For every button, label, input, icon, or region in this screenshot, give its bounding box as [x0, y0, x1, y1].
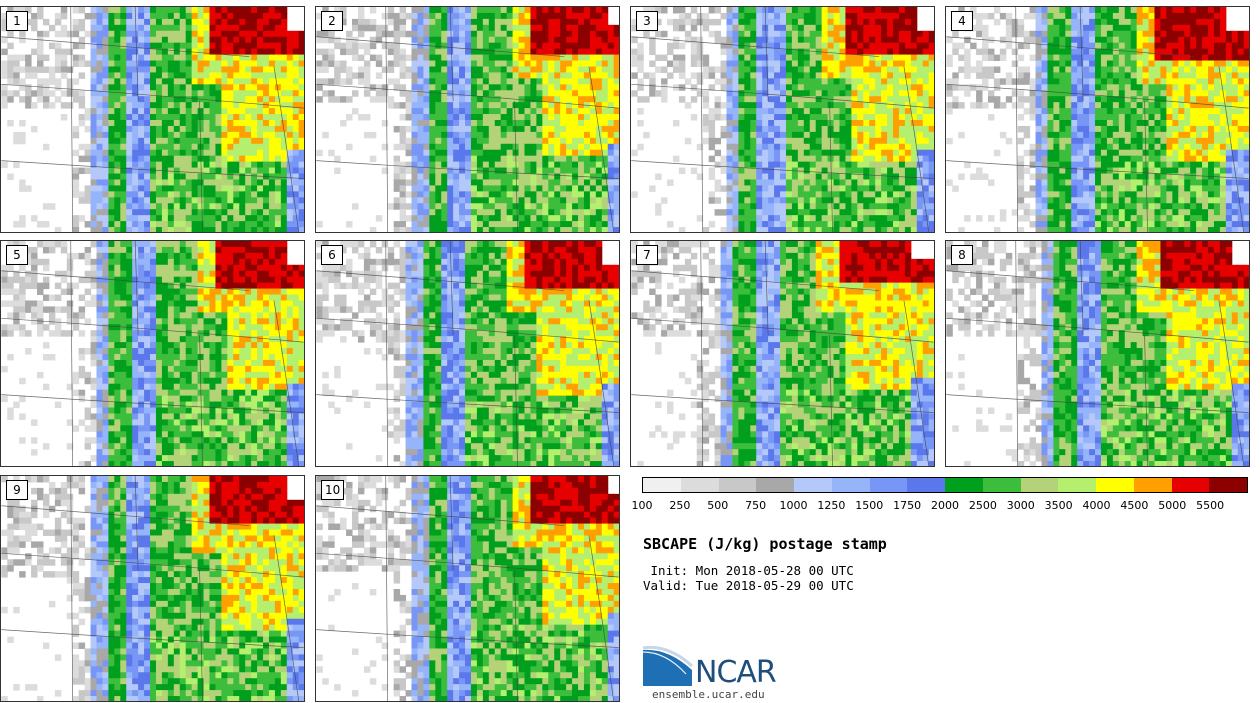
panel-label-8: 8 [951, 245, 973, 265]
panel-label-1: 1 [6, 11, 28, 31]
colorbar-tick-label: 750 [745, 499, 767, 512]
colorbar-swatch [945, 478, 983, 492]
panel-label-7: 7 [636, 245, 658, 265]
member-panel-10: 10 [315, 475, 620, 702]
colorbar-swatch [1058, 478, 1096, 492]
colorbar-swatch [1209, 478, 1247, 492]
colorbar-swatch [907, 478, 945, 492]
colorbar-swatch [1096, 478, 1134, 492]
sbcape-map-10 [316, 476, 619, 701]
member-panel-4: 4 [945, 6, 1250, 233]
colorbar-tick-label: 500 [707, 499, 729, 512]
colorbar-swatch [869, 478, 908, 492]
colorbar-tick-label: 100 [631, 499, 653, 512]
colorbar-swatch [756, 478, 794, 492]
colorbar-swatch [831, 478, 870, 492]
colorbar-tick-label: 1750 [893, 499, 922, 512]
member-panel-9: 9 [0, 475, 305, 702]
colorbar-tick-labels: 100 250 500 750 1000 1250 1500 1750 2000 2500 3000… [0, 499, 1260, 513]
colorbar-swatch [680, 478, 719, 492]
colorbar-tick-label: 3000 [1006, 499, 1035, 512]
panel-label-6: 6 [321, 245, 343, 265]
chart-title: SBCAPE (J/kg) postage stamp [643, 535, 887, 553]
colorbar-tick-label: 1500 [855, 499, 884, 512]
member-panel-7: 7 [630, 240, 935, 467]
colorbar-swatch [794, 478, 832, 492]
sbcape-map-9 [1, 476, 304, 701]
ncar-logo-text: NCAR [695, 655, 777, 690]
member-panel-6: 6 [315, 240, 620, 467]
member-panel-2: 2 [315, 6, 620, 233]
ncar-swoosh-icon [642, 645, 694, 686]
colorbar-tick-label: 1000 [779, 499, 808, 512]
panel-label-9: 9 [6, 480, 28, 500]
sbcape-map-3 [631, 7, 934, 232]
sbcape-map-1 [1, 7, 304, 232]
colorbar-tick-label: 4000 [1082, 499, 1111, 512]
init-time: Init: Mon 2018-05-28 00 UTC [643, 563, 854, 578]
member-panel-1: 1 [0, 6, 305, 233]
member-panel-8: 8 [945, 240, 1250, 467]
sbcape-map-8 [946, 241, 1249, 466]
colorbar-tick-label: 3500 [1044, 499, 1073, 512]
colorbar-swatch [718, 478, 757, 492]
valid-time: Valid: Tue 2018-05-29 00 UTC [643, 578, 854, 593]
sbcape-map-6 [316, 241, 619, 466]
colorbar-tick-label: 5500 [1196, 499, 1225, 512]
member-panel-5: 5 [0, 240, 305, 467]
colorbar-swatch [1171, 478, 1210, 492]
colorbar-swatch [1133, 478, 1172, 492]
ncar-logo: NCAR [642, 644, 802, 690]
sbcape-map-7 [631, 241, 934, 466]
colorbar-tick-label: 4500 [1120, 499, 1149, 512]
colorbar-swatch [643, 478, 681, 492]
colorbar-tick-label: 2500 [968, 499, 997, 512]
panel-label-5: 5 [6, 245, 28, 265]
sbcape-map-2 [316, 7, 619, 232]
panel-label-10: 10 [321, 480, 345, 500]
member-panel-3: 3 [630, 6, 935, 233]
sbcape-map-4 [946, 7, 1249, 232]
colorbar-swatch [1020, 478, 1059, 492]
sbcape-colorbar [642, 477, 1248, 493]
colorbar-tick-label: 5000 [1158, 499, 1187, 512]
sbcape-map-5 [1, 241, 304, 466]
colorbar-tick-label: 1250 [817, 499, 846, 512]
colorbar-tick-label: 2000 [931, 499, 959, 512]
panel-label-2: 2 [321, 11, 343, 31]
colorbar-swatch [982, 478, 1021, 492]
panel-label-4: 4 [951, 11, 973, 31]
colorbar-tick-label: 250 [669, 499, 691, 512]
panel-label-3: 3 [636, 11, 658, 31]
ensemble-url: ensemble.ucar.edu [652, 688, 765, 701]
